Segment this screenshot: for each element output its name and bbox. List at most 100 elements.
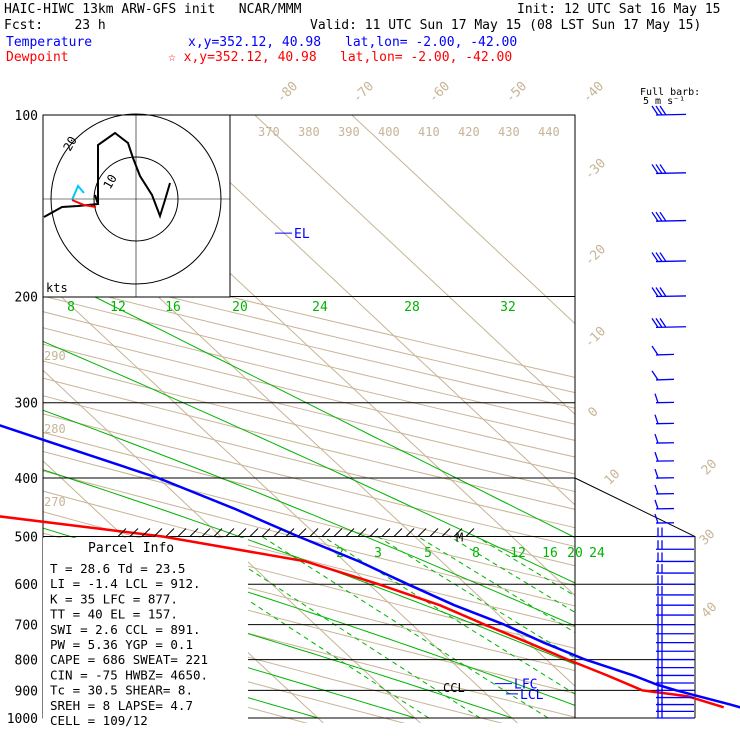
wind-barb bbox=[655, 326, 687, 329]
freezing-level-hatch bbox=[309, 528, 319, 537]
dry-adiabat-line bbox=[43, 311, 575, 441]
isotherm-line bbox=[43, 188, 575, 687]
wind-barb-flag bbox=[654, 451, 659, 462]
mixing-ratio-label: 28 bbox=[404, 300, 420, 315]
valid-time: Valid: 11 UTC Sun 17 May 15 (08 LST Sun … bbox=[310, 18, 702, 33]
wind-barb-flag bbox=[659, 105, 667, 116]
theta-label: 420 bbox=[458, 125, 480, 139]
pressure-label-400: 400 bbox=[15, 472, 38, 487]
wind-barb bbox=[655, 260, 687, 263]
parcel-box-bg bbox=[43, 538, 248, 723]
freezing-level-hatch bbox=[297, 528, 307, 537]
mixing-ratio-label: 12 bbox=[110, 300, 126, 315]
isotherm-line bbox=[351, 115, 575, 325]
mixing-ratio-line bbox=[261, 536, 549, 719]
freezing-level-hatch bbox=[453, 528, 463, 537]
wind-barb-flag bbox=[659, 211, 667, 222]
wind-barb bbox=[655, 353, 675, 356]
dry-adiabat-line bbox=[43, 577, 575, 718]
parcel-row: CAPE = 686 SWEAT= 221 bbox=[50, 652, 208, 667]
freezing-level-hatch bbox=[429, 528, 439, 537]
pressure-label-700: 700 bbox=[15, 619, 38, 634]
lfc-label: LFC bbox=[514, 678, 537, 693]
theta-label: 290 bbox=[44, 349, 66, 363]
freezing-level-hatch bbox=[417, 528, 427, 537]
isotherm-label: -50 bbox=[503, 79, 530, 106]
wind-barb-flag bbox=[654, 393, 659, 403]
isotherm-label: 20 bbox=[699, 457, 721, 479]
isotherm-label: 0 bbox=[585, 404, 601, 420]
freezing-level-hatch bbox=[225, 528, 235, 537]
wind-barb bbox=[655, 172, 687, 175]
wind-barb-flag bbox=[655, 164, 663, 174]
wind-barb-flag bbox=[659, 318, 667, 328]
freezing-level-hatch bbox=[405, 528, 415, 537]
mixing-ratio-label: 8 bbox=[67, 300, 75, 315]
dewpoint-latlon: lat,lon= -2.00, -42.00 bbox=[340, 50, 513, 65]
pressure-label-300: 300 bbox=[15, 397, 38, 412]
freezing-level-hatch bbox=[261, 528, 271, 537]
parcel-row: T = 28.6 Td = 23.5 bbox=[50, 561, 185, 576]
mixing-ratio-label: 32 bbox=[500, 300, 516, 315]
freezing-level-hatch bbox=[285, 528, 295, 537]
dry-adiabat-line bbox=[43, 600, 504, 723]
freezing-level-hatch bbox=[141, 528, 151, 537]
theta-label: 400 bbox=[378, 125, 400, 139]
dry-adiabat-line bbox=[43, 250, 575, 378]
parcel-row: CIN = -75 HWBZ= 4650. bbox=[50, 667, 208, 682]
dewpoint-profile bbox=[0, 515, 725, 709]
freezing-level-hatch bbox=[249, 528, 259, 537]
title: HAIC-HIWC 13km ARW-GFS init NCAR/MMM bbox=[4, 2, 302, 17]
wind-barb-flag bbox=[651, 252, 659, 262]
lcl-label: LCL bbox=[520, 688, 544, 703]
ccl-label: CCL bbox=[443, 681, 465, 695]
freezing-level-hatch bbox=[345, 528, 355, 537]
freezing-level-hatch bbox=[369, 528, 379, 537]
profiles bbox=[0, 424, 740, 709]
isotherm-label: 30 bbox=[697, 527, 719, 549]
theta-label: 430 bbox=[498, 125, 520, 139]
dry-adiabat-line bbox=[43, 511, 575, 649]
isotherm-label: -30 bbox=[582, 156, 609, 183]
hodograph: 20 10 kts bbox=[42, 113, 231, 298]
wind-barb bbox=[655, 113, 687, 116]
freezing-level-hatch bbox=[465, 528, 475, 537]
pressure-label-600: 600 bbox=[15, 578, 38, 593]
dry-adiabat-line bbox=[43, 343, 575, 475]
freezing-level-hatch bbox=[189, 528, 199, 537]
pressure-label-900: 900 bbox=[15, 684, 38, 699]
wind-barb bbox=[655, 378, 675, 381]
mixing-ratio-label: 5 bbox=[424, 546, 432, 561]
wind-barb-flag bbox=[654, 484, 659, 495]
freezing-level-hatch bbox=[357, 528, 367, 537]
wind-barb-flag bbox=[654, 414, 659, 424]
parcel-row: K = 35 LFC = 877. bbox=[50, 591, 178, 606]
hodograph-trace bbox=[97, 131, 171, 220]
moist-adiabat-line bbox=[43, 607, 416, 719]
freezing-level-hatch bbox=[201, 528, 211, 537]
el-label: EL bbox=[294, 227, 310, 242]
mixing-ratio-line bbox=[449, 536, 575, 613]
freezing-level-hatch bbox=[393, 528, 403, 537]
m-label: M bbox=[456, 530, 463, 544]
dry-adiabat-line bbox=[43, 624, 406, 723]
isotherm-label: -40 bbox=[580, 79, 607, 106]
wind-barb-flag bbox=[655, 105, 663, 116]
theta-label: 380 bbox=[298, 125, 320, 139]
freezing-level-hatch bbox=[441, 528, 451, 537]
dry-adiabat-line bbox=[43, 280, 575, 409]
theta-label: 440 bbox=[538, 125, 560, 139]
wind-barb-flag bbox=[659, 287, 667, 297]
isotherm-label: -20 bbox=[582, 242, 609, 269]
dry-adiabat-line bbox=[43, 450, 575, 587]
wind-barb-flag bbox=[659, 252, 667, 262]
theta-label: 270 bbox=[44, 495, 66, 509]
hodograph-ring-label: 10 bbox=[100, 172, 119, 192]
wind-barb-flag bbox=[655, 287, 663, 297]
mixing-ratio-label: 12 bbox=[510, 546, 526, 561]
wind-barb-flag bbox=[654, 433, 659, 444]
pressure-label-200: 200 bbox=[15, 291, 38, 306]
mixing-ratio-line bbox=[151, 536, 430, 719]
barb-legend-title: Full barb: bbox=[640, 87, 700, 98]
